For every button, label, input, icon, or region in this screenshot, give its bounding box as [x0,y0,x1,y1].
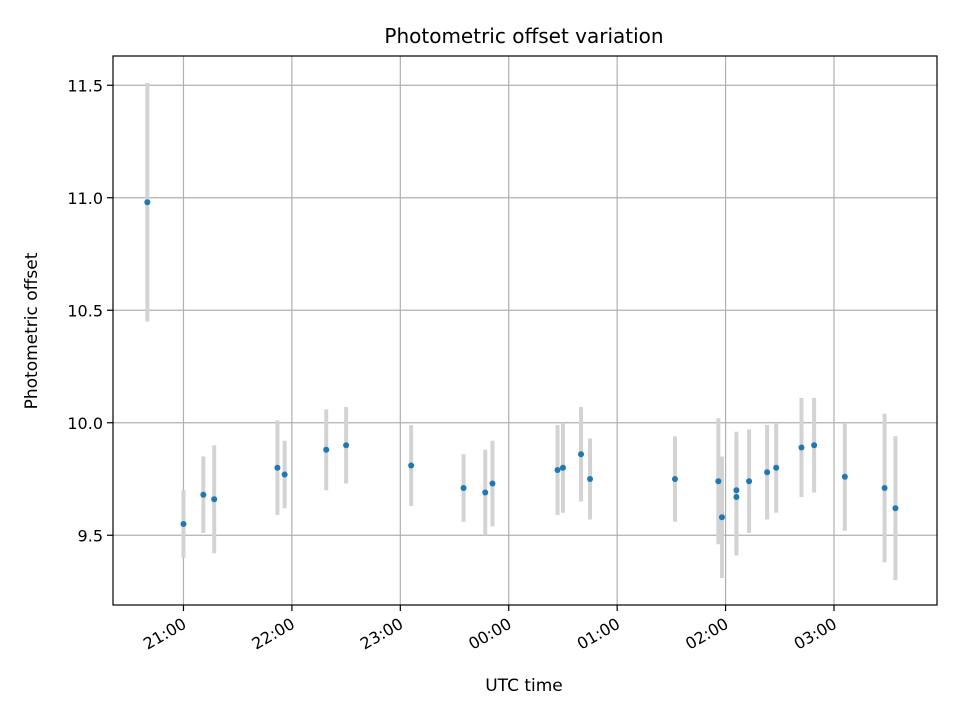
y-ticks-layer: 9.5 10.0 10.5 11.0 11.5 [67,76,113,545]
plot-frame [112,55,938,606]
data-point [892,505,899,512]
data-point [881,485,888,491]
data-point [587,476,594,482]
data-point [554,467,561,473]
y-tick-label: 9.5 [78,526,103,545]
y-tick-label: 10.0 [67,414,103,433]
data-point [200,491,207,498]
data-point [323,446,330,453]
data-point [715,478,722,485]
data-point [559,464,566,471]
y-tick-label: 11.0 [67,189,103,208]
data-point [841,473,848,480]
data-point [180,521,187,527]
data-point [489,480,496,487]
data-point [798,444,805,451]
data-point [274,464,281,471]
data-point [773,464,780,471]
data-point [460,485,467,491]
data-point [718,514,725,521]
grid-layer [113,56,937,605]
data-point [408,462,415,469]
data-point [764,469,771,476]
y-axis-title: Photometric offset [22,252,42,409]
points-layer [144,199,899,527]
y-tick-label: 10.5 [67,301,103,320]
x-axis-title: UTC time [485,676,563,696]
data-point [281,471,288,478]
chart-title: Photometric offset variation [384,24,663,48]
data-point [746,478,753,485]
y-tick-label: 11.5 [67,76,103,95]
data-point [733,494,740,500]
data-point [578,451,585,458]
data-point [811,442,818,449]
data-point [343,442,350,449]
data-point [211,496,218,503]
data-point [482,489,489,496]
data-point [733,487,740,494]
data-point [671,476,678,482]
data-point [144,199,151,206]
